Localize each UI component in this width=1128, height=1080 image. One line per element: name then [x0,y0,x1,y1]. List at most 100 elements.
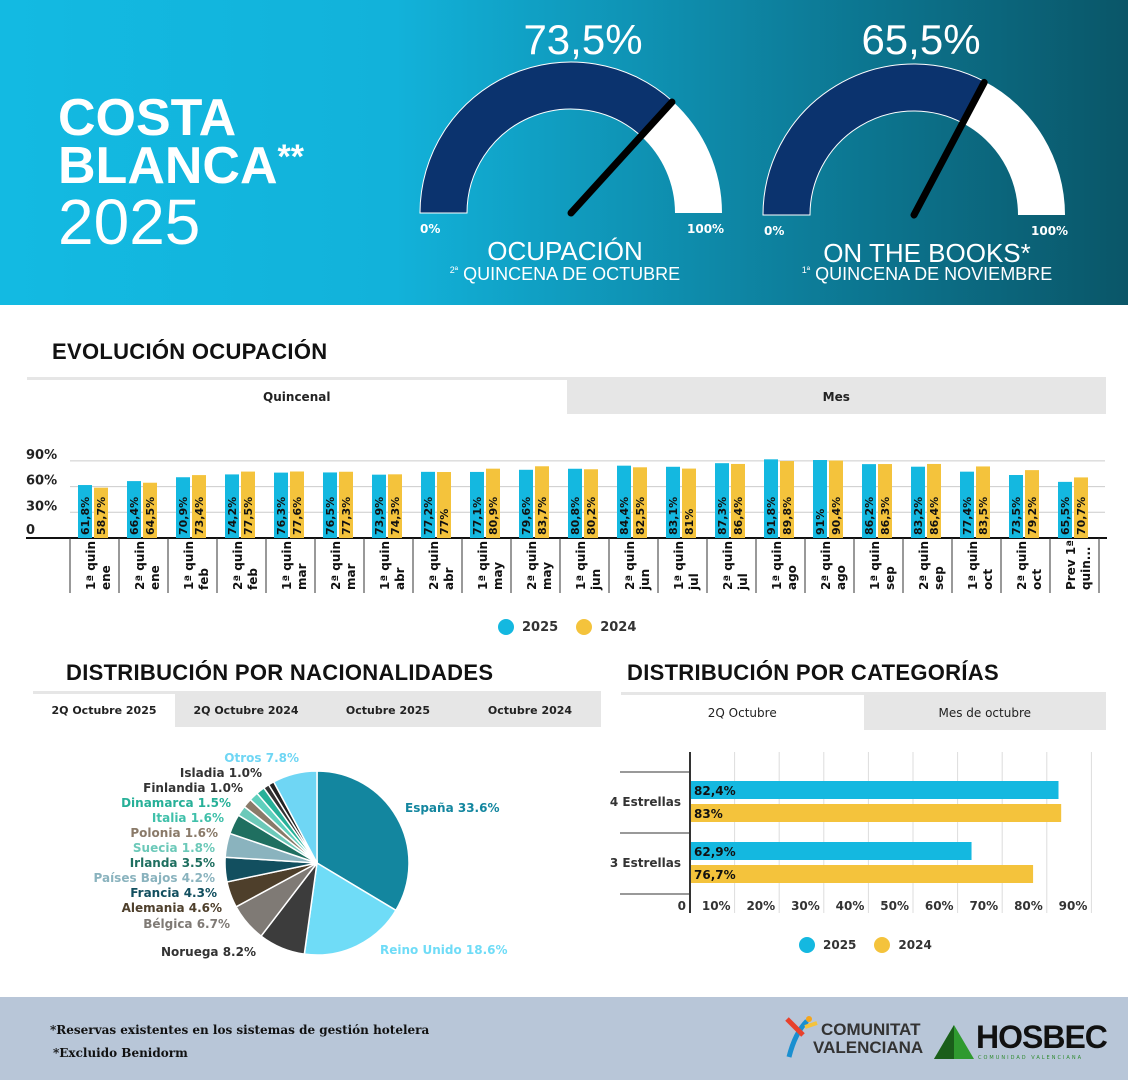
gauge-needle [910,78,988,219]
bar-value-label: 76,5% [324,497,337,535]
category-label: 4 Estrellas [610,795,681,809]
comunitat-valenciana-logo: COMUNITAT VALENCIANA [783,1013,923,1063]
bar-value-label: 86,3% [879,497,892,535]
category-label-line2: may [540,562,554,590]
tab-mes-de-octubre[interactable]: Mes de octubre [938,705,1032,720]
hosbec-logo: HOSBEC COMUNIDAD VALENCIANA [932,1019,1108,1063]
tab-octubre-2025[interactable]: Octubre 2025 [345,704,431,717]
gauge-min: 0% [764,224,785,238]
pie-label: Finlandia 1.0% [143,781,243,795]
footnote-benidorm: *Excluido Benidorm [53,1046,188,1060]
bar-value-label: 81% [683,509,696,535]
bar-value-label: 91% [814,509,827,535]
bar-2024 [339,471,353,538]
pie-slice [316,770,410,912]
title-line1: COSTA [58,89,237,147]
cv-line2: VALENCIANA [813,1038,924,1057]
bar-value-label: 79,2% [1026,497,1039,535]
category-label-line2: ago [834,565,848,590]
gauge-name: OCUPACIÓN [487,236,643,266]
category-label-line2: ene [99,565,113,590]
category-label-line2: jul [687,573,701,591]
bar-2025 [421,471,435,538]
bar-2024 [780,461,794,538]
tab-2q-octubre-2025[interactable]: 2Q Octubre 2025 [33,694,175,727]
evolution-tabs: Quincenal Mes [27,377,1106,414]
bar-2024 [878,464,892,538]
nationalities-pie-chart [224,770,410,956]
legend-swatch-2024 [874,937,891,953]
header-banner: COSTA BLANCA** 2025 73,5% 0% 100% OCUPAC… [0,0,1128,305]
nationalities-tabs: 2Q Octubre 2025 2Q Octubre 2024 Octubre … [33,691,601,727]
category-label-line1: 2ª quin [1015,541,1029,590]
bar-2024 [682,468,696,538]
legend-swatch-2025 [799,937,815,953]
footnote-reservas: *Reservas existentes en los sistemas de … [50,1023,430,1037]
category-label-line1: 2ª quin [329,541,343,590]
title-mark: ** [277,138,304,176]
tab-octubre-2024[interactable]: Octubre 2024 [487,704,573,717]
tab-quincenal[interactable]: Quincenal [27,380,567,414]
bar-2025 [617,465,631,538]
bar-2024 [535,466,549,538]
bar-value-label: 79,6% [520,497,533,535]
bar-2024 [976,466,990,538]
legend-label-2024: 2024 [898,938,932,952]
bar-value-label: 90,4% [830,497,843,535]
bar-value-label: 74,3% [389,497,402,535]
category-label-line1: 1ª quin [672,541,686,590]
tab-mes[interactable]: Mes [822,390,850,404]
gauge-sub-ord: 1ª [801,265,811,275]
pie-label: Irlanda 3.5% [129,856,215,870]
legend-swatch-2025 [498,619,514,635]
gauge-remaining-arc [962,81,1065,215]
bar-2025 [274,472,288,538]
bar-value-label: 89,8% [781,497,794,535]
category-label-line2: jun [638,569,652,591]
bar-2024 [691,804,1062,822]
pie-label: Noruega 8.2% [160,945,256,959]
bar-value-label: 83% [694,807,723,821]
nationalities-title: DISTRIBUCIÓN POR NACIONALIDADES [66,660,494,685]
legend-label-2024: 2024 [600,619,637,635]
bar-value-label: 77% [438,509,451,535]
bar-value-label: 82,5% [634,497,647,535]
bar-value-label: 77,2% [422,497,435,535]
hosbec-sub: COMUNIDAD VALENCIANA [978,1055,1083,1061]
bar-value-label: 77,4% [961,497,974,535]
hosbec-triangle-icon [934,1025,974,1059]
bar-value-label: 84,4% [618,497,631,535]
bar-value-label: 83,2% [912,497,925,535]
gauge-sub-ord: 2ª [449,265,459,275]
bar-2024 [143,482,157,538]
category-label-line2: jun [589,569,603,591]
bar-2024 [241,471,255,538]
gauge-max: 100% [1031,224,1069,238]
bar-2024 [486,468,500,538]
bar-value-label: 77,6% [291,497,304,535]
bar-value-label: 80,2% [585,497,598,535]
bar-2024 [388,474,402,538]
bar-value-label: 80,9% [487,497,500,535]
bar-value-label: 70,7% [1075,497,1088,535]
tab-2q-octubre-2024[interactable]: 2Q Octubre 2024 [193,704,299,717]
tab-2q-octubre[interactable]: 2Q Octubre [621,695,864,730]
bar-2025 [372,474,386,538]
pie-label: Países Bajos 4.2% [93,871,216,885]
pie-label: Otros 7.8% [224,751,299,765]
bar-2025 [715,463,729,538]
pie-label: España 33.6% [405,801,500,815]
x-tick-label: 60% [925,899,954,913]
category-label-line2: sep [883,566,897,590]
bar-2025 [862,464,876,538]
category-label-line1: 1ª quin [182,541,196,590]
y-tick-label: 60% [26,474,57,489]
gauge-sub-text: QUINCENA DE OCTUBRE [463,264,681,284]
x-tick-label: 30% [791,899,820,913]
category-label-line2: ago [785,565,799,590]
category-label-line2: jul [736,573,750,591]
category-label-line1: 2ª quin [525,541,539,590]
bar-value-label: 76,3% [275,497,288,535]
category-label-line1: 2ª quin [917,541,931,590]
